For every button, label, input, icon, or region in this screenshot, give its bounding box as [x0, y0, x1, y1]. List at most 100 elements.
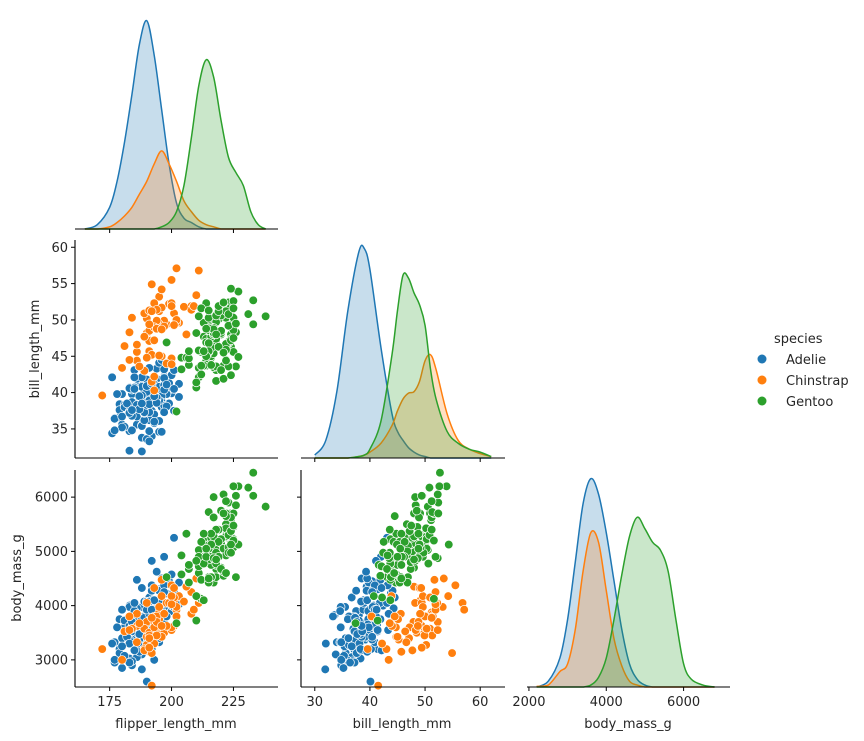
y-tick-label: 3000 [35, 653, 68, 668]
scatter-point-adelie [336, 655, 346, 665]
scatter-point-chinstrap [384, 655, 394, 665]
x-tick-label: 175 [97, 695, 122, 710]
scatter-point-gentoo [221, 568, 231, 578]
scatter-point-chinstrap [142, 598, 152, 608]
scatter-point-chinstrap [127, 313, 137, 323]
scatter-point-chinstrap [179, 302, 189, 312]
scatter-point-adelie [367, 632, 377, 642]
scatter-point-gentoo [161, 337, 172, 348]
scatter-point-gentoo [427, 525, 437, 535]
scatter-point-adelie [132, 575, 142, 585]
scatter-point-adelie [129, 384, 140, 394]
scatter-point-chinstrap [417, 643, 427, 653]
scatter-point-gentoo [435, 468, 445, 478]
scatter-point-adelie [137, 446, 147, 457]
scatter-point-gentoo [260, 311, 271, 321]
scatter-point-adelie [365, 676, 376, 687]
scatter-point-gentoo [409, 554, 419, 565]
scatter-point-adelie [137, 664, 147, 675]
scatter-point-chinstrap [144, 319, 154, 329]
scatter-point-gentoo [204, 338, 214, 348]
scatter-point-gentoo [390, 511, 400, 521]
scatter-point-adelie [174, 392, 184, 402]
scatter-point-gentoo [369, 591, 379, 601]
scatter-point-gentoo [430, 552, 441, 562]
scatter-point-chinstrap [166, 591, 177, 601]
scatter-point-chinstrap [124, 611, 135, 622]
kde-bill-panel [301, 244, 505, 462]
scatter-point-gentoo [171, 406, 182, 417]
y-tick-label: 40 [51, 386, 68, 401]
y-tick-label: 6000 [35, 491, 68, 506]
scatter-point-gentoo [427, 496, 437, 506]
scatter-point-chinstrap [189, 605, 199, 615]
scatter-point-chinstrap [459, 605, 469, 615]
scatter-point-chinstrap [166, 359, 177, 369]
scatter-point-chinstrap [194, 265, 204, 276]
scatter-point-adelie [320, 664, 330, 675]
scatter-point-chinstrap [422, 624, 432, 634]
scatter-point-chinstrap [97, 390, 107, 401]
scatter-point-gentoo [191, 615, 201, 626]
x-tick-label: 60 [472, 695, 489, 710]
scatter-point-adelie [169, 533, 179, 543]
scatter-point-adelie [161, 379, 172, 390]
scatter-point-gentoo [199, 529, 209, 539]
x-tick-label: 225 [221, 695, 246, 710]
scatter-point-gentoo [228, 481, 239, 491]
scatter-point-adelie [144, 436, 154, 446]
scatter-point-chinstrap [149, 385, 159, 396]
scatter-point-adelie [159, 552, 169, 562]
scatter-point-gentoo [204, 305, 214, 316]
scatter-point-adelie [129, 372, 140, 382]
scatter-point-adelie [361, 567, 371, 577]
scatter-point-gentoo [248, 295, 258, 305]
kde-fill-adelie [536, 478, 715, 687]
x-tick-label: 30 [307, 695, 324, 710]
scatter-point-gentoo [226, 539, 236, 550]
scatter-point-adelie [137, 583, 147, 593]
scatter-point-adelie [156, 427, 167, 437]
scatter-point-gentoo [211, 329, 221, 340]
scatter-point-adelie [127, 425, 137, 436]
scatter-point-chinstrap [450, 580, 461, 590]
scatter-point-gentoo [382, 564, 392, 574]
scatter-point-chinstrap [156, 284, 167, 295]
scatter-point-gentoo [377, 592, 387, 603]
scatter-point-chinstrap [147, 613, 157, 623]
scatter-point-chinstrap [401, 637, 411, 647]
scatter-point-gentoo [199, 595, 209, 605]
scatter-point-gentoo [231, 572, 241, 582]
kde-fill-chinstrap [536, 530, 715, 687]
scatter-point-gentoo [218, 347, 229, 358]
scatter-point-gentoo [184, 346, 194, 356]
kde-fill-adelie [314, 245, 492, 458]
scatter-point-gentoo [248, 468, 258, 478]
scatter-point-gentoo [429, 594, 439, 604]
legend-marker-chinstrap [757, 375, 767, 385]
scatter-point-gentoo [228, 520, 239, 531]
scatter-point-gentoo [260, 501, 271, 512]
scatter-point-gentoo [248, 491, 258, 501]
y-axis-label-bill: bill_length_mm [28, 300, 43, 399]
x-tick-label: 2000 [512, 695, 545, 710]
scatter-point-gentoo [350, 618, 361, 628]
scatter-point-gentoo [382, 550, 393, 561]
scatter-point-chinstrap [124, 355, 135, 365]
scatter-point-gentoo [434, 481, 445, 491]
scatter-point-chinstrap [166, 275, 177, 285]
scatter-point-chinstrap [147, 306, 157, 316]
scatter-point-adelie [129, 645, 140, 656]
scatter-point-gentoo [196, 369, 206, 380]
scatter-point-chinstrap [149, 371, 159, 382]
scatter-point-chinstrap [400, 626, 410, 637]
y-tick-label: 60 [51, 241, 68, 256]
scatter-point-chinstrap [119, 341, 130, 351]
scatter-point-chinstrap [363, 644, 373, 654]
scatter-point-gentoo [226, 370, 236, 380]
scatter-point-adelie [328, 611, 338, 622]
scatter-point-gentoo [184, 577, 194, 588]
scatter-point-gentoo [194, 311, 204, 321]
scatter-point-chinstrap [407, 645, 418, 656]
scatter-point-gentoo [231, 491, 241, 501]
